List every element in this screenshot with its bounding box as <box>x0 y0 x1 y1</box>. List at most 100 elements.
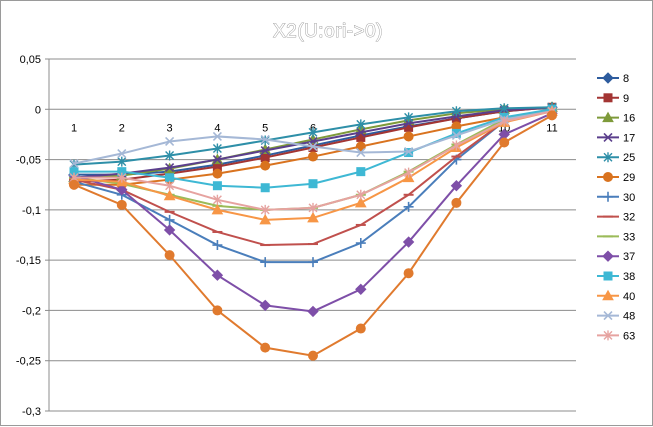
data-point <box>308 127 318 138</box>
data-point <box>116 184 128 196</box>
data-point <box>355 323 366 334</box>
data-point <box>117 156 127 167</box>
data-point <box>451 130 461 140</box>
legend-label: 38 <box>623 271 635 283</box>
data-point <box>260 183 270 193</box>
data-point <box>602 250 614 262</box>
data-point <box>356 167 366 177</box>
data-point <box>603 271 613 281</box>
data-point <box>403 268 414 279</box>
data-point <box>308 151 318 162</box>
legend-item: 29 <box>597 172 635 184</box>
y-tick-label: -0,1 <box>22 205 41 217</box>
legend-item: 37 <box>597 250 635 263</box>
legend-label: 37 <box>623 251 635 263</box>
legend-item: 63 <box>597 330 635 342</box>
data-point <box>404 112 414 123</box>
data-point <box>307 305 319 318</box>
data-point <box>356 119 366 130</box>
data-point <box>404 167 414 178</box>
x-tick-label: 11 <box>546 122 557 134</box>
data-point <box>259 299 271 312</box>
data-point <box>403 131 414 142</box>
data-point <box>355 238 366 249</box>
data-point <box>547 110 557 121</box>
data-point <box>603 311 613 321</box>
data-point <box>117 148 127 159</box>
legend-label: 30 <box>623 192 635 204</box>
legend-item: 9 <box>597 93 629 105</box>
data-point <box>354 196 367 208</box>
legend-label: 32 <box>623 212 635 224</box>
legend-item: 25 <box>597 152 635 164</box>
data-point <box>603 132 613 142</box>
data-point <box>259 213 272 225</box>
data-point <box>355 141 366 152</box>
data-point <box>308 202 318 213</box>
legend-label: 63 <box>623 330 635 342</box>
data-point <box>356 189 366 200</box>
data-point <box>308 350 318 361</box>
data-point <box>403 201 414 212</box>
series-unlabeled <box>69 110 557 361</box>
legend-item: 33 <box>597 231 635 243</box>
data-point <box>260 153 270 163</box>
data-point <box>260 204 270 215</box>
data-point <box>402 236 415 248</box>
data-point <box>163 224 176 236</box>
legend-item: 40 <box>597 289 635 303</box>
y-tick-label: -0,15 <box>16 255 41 267</box>
legend-label: 25 <box>623 152 635 164</box>
data-point <box>211 203 224 215</box>
data-point <box>499 137 510 148</box>
legend-label: 8 <box>623 73 629 85</box>
y-tick-label: -0,25 <box>16 356 41 368</box>
data-point <box>164 250 175 261</box>
data-point <box>499 103 509 114</box>
legend-label: 29 <box>623 172 635 184</box>
data-point <box>212 305 223 316</box>
legend: 8 9 16 17 25 29 30 32 33 37 38 40 48 63 <box>597 72 635 342</box>
data-point <box>212 131 222 142</box>
x-tick-label: 4 <box>214 122 220 134</box>
data-point <box>165 173 175 183</box>
series-37 <box>68 107 558 318</box>
legend-label: 33 <box>623 231 635 243</box>
y-tick-label: -0,2 <box>22 305 41 317</box>
data-point <box>260 134 270 145</box>
series-63 <box>69 106 557 215</box>
x-tick-label: 3 <box>167 122 173 134</box>
data-point <box>163 189 176 201</box>
data-point <box>69 159 79 169</box>
data-point <box>308 257 318 268</box>
data-point <box>117 172 127 183</box>
data-point <box>451 197 462 208</box>
y-axis-tick-labels: 0,05 0 -0,05 -0,1 -0,15 -0,2 -0,25 -0,3 <box>16 54 41 418</box>
data-point <box>212 155 222 165</box>
legend-item: 8 <box>597 72 629 85</box>
data-point <box>260 160 271 171</box>
data-point <box>212 181 222 191</box>
data-point <box>603 93 613 103</box>
x-tick-label: 1 <box>71 122 77 134</box>
series-lines <box>68 101 558 361</box>
data-point <box>451 106 461 117</box>
legend-label: 16 <box>623 113 635 125</box>
data-point <box>212 240 223 251</box>
data-point <box>307 211 319 223</box>
data-point <box>602 111 614 123</box>
y-tick-label: 0,05 <box>20 54 41 66</box>
data-point <box>602 72 614 84</box>
legend-label: 40 <box>623 291 635 303</box>
legend-label: 9 <box>623 93 629 105</box>
x-tick-label: 5 <box>262 122 268 134</box>
data-point <box>211 269 224 281</box>
data-point <box>165 136 175 147</box>
legend-item: 38 <box>597 271 635 283</box>
data-point <box>603 330 613 341</box>
legend-item: 16 <box>597 111 635 125</box>
data-point <box>451 140 461 151</box>
data-point <box>212 168 223 179</box>
data-point <box>499 116 509 127</box>
